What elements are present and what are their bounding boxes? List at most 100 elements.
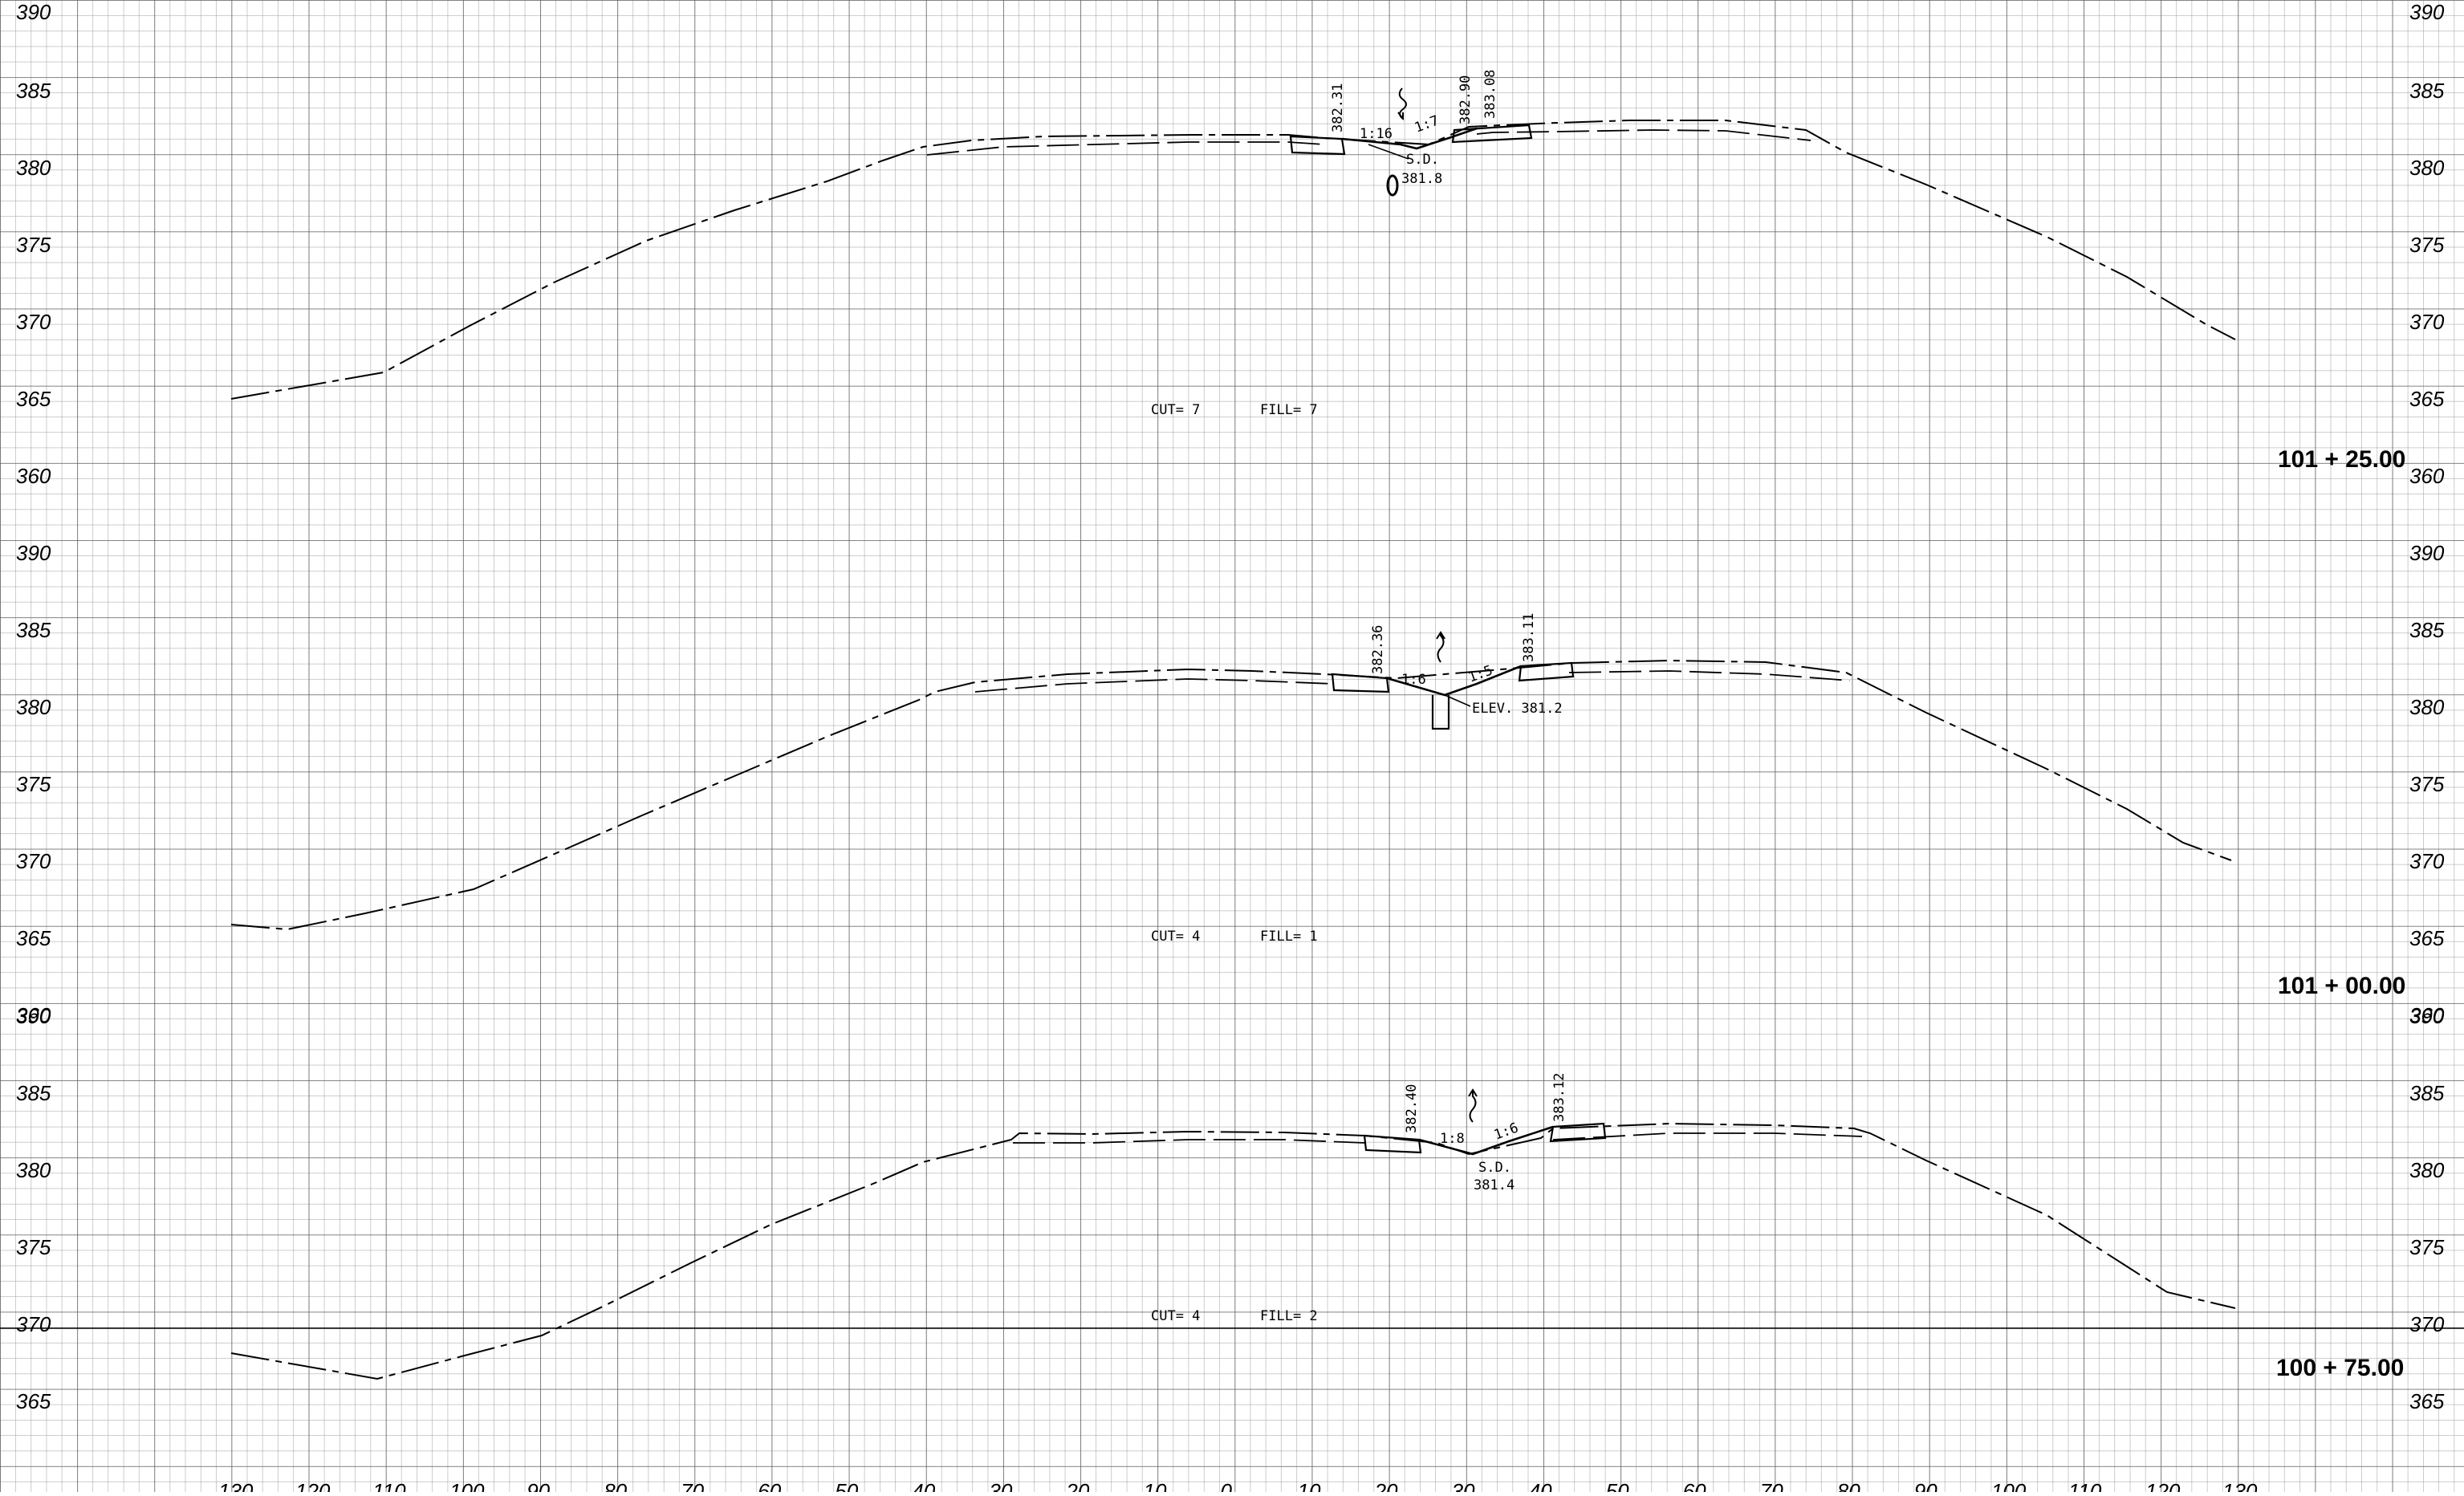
station-label: 100 + 75.00 <box>2276 1355 2404 1381</box>
ditch-line <box>1341 127 1478 150</box>
flow-arrow-icon <box>1397 87 1407 121</box>
elev-label: 360 <box>2409 1003 2445 1027</box>
station-label: 101 + 00.00 <box>2278 973 2405 999</box>
elev-label: 375 <box>2409 772 2445 796</box>
elev-label: 390 <box>2409 0 2445 24</box>
offset-label: 70 <box>1760 1479 1783 1492</box>
elev-label: 380 <box>16 695 51 719</box>
proposed-grade-line <box>1013 1132 1863 1144</box>
annotation-drain-elev: ELEV. 381.2 <box>1472 701 1563 717</box>
offset-label: 130 <box>2222 1479 2258 1492</box>
fill-label: FILL= 2 <box>1260 1308 1318 1324</box>
elev-label: 370 <box>2409 310 2445 334</box>
elev-label: 390 <box>2409 541 2445 565</box>
elev-label: 365 <box>16 387 51 411</box>
offset-label: 20 <box>1374 1479 1398 1492</box>
proposed-grade-line <box>974 670 1851 693</box>
offset-label: 110 <box>372 1479 406 1492</box>
ditch-line <box>1386 665 1522 697</box>
elev-label: 375 <box>2409 1235 2445 1259</box>
panel-3-elevation-labels-right: 390 385 380 375 370 365 <box>2409 1004 2445 1413</box>
curb-right <box>1451 124 1533 144</box>
elev-label: 380 <box>16 1158 51 1182</box>
panel-2-elevation-labels-right: 390 385 380 375 370 365 360 <box>2409 541 2445 1027</box>
elev-label: 375 <box>16 772 51 796</box>
elev-label: 385 <box>2409 618 2445 642</box>
offset-label: 50 <box>835 1479 858 1492</box>
elev-label: 390 <box>2409 1004 2445 1028</box>
elev-label: 360 <box>16 464 51 488</box>
offset-label: 100 <box>1991 1479 2027 1492</box>
offset-label: 30 <box>989 1479 1012 1492</box>
annotation-sd: S.D. <box>1478 1160 1511 1176</box>
elev-label: 370 <box>16 1312 51 1336</box>
offset-label: 120 <box>295 1479 331 1492</box>
panel-3-elevation-labels-left: 390 385 380 375 370 365 <box>16 1004 51 1413</box>
offset-label: 60 <box>758 1479 781 1492</box>
annotation-elevation: 382.40 <box>1404 1084 1420 1133</box>
elev-label: 365 <box>2409 926 2445 950</box>
annotation-slope: 1:16 <box>1360 126 1393 142</box>
elev-label: 390 <box>16 0 51 24</box>
annotation-elevation: 382.90 <box>1458 75 1474 124</box>
elev-label: 360 <box>2409 464 2445 488</box>
annotation-sd-elev: 381.8 <box>1401 171 1442 187</box>
offset-label: 130 <box>218 1479 254 1492</box>
offset-label: 120 <box>2145 1479 2181 1492</box>
elev-label: 365 <box>2409 1389 2445 1413</box>
elev-label: 385 <box>16 618 51 642</box>
annotation-elevation: 382.31 <box>1330 83 1346 132</box>
annotation-slope: 1:6 <box>1401 672 1426 688</box>
annotation-elevation: 382.36 <box>1370 625 1386 674</box>
proposed-grade-line <box>926 129 1811 156</box>
panel-2-elevation-labels-left: 390 385 380 375 370 365 360 <box>16 541 51 1027</box>
elev-label: 375 <box>2409 233 2445 257</box>
elev-label: 380 <box>2409 156 2445 180</box>
elev-label: 370 <box>16 310 51 334</box>
station-label: 101 + 25.00 <box>2278 446 2405 473</box>
elev-label: 380 <box>16 156 51 180</box>
offset-label: 80 <box>1837 1479 1860 1492</box>
offset-label: 10 <box>1144 1479 1167 1492</box>
elev-label: 370 <box>2409 849 2445 873</box>
ditch-line <box>1418 1125 1554 1156</box>
curb-right <box>1549 1122 1607 1143</box>
offset-label: 30 <box>1452 1479 1475 1492</box>
existing-ground-line <box>230 1122 2236 1380</box>
elev-label: 365 <box>2409 387 2445 411</box>
offset-label: 80 <box>604 1479 627 1492</box>
elev-label: 390 <box>16 1004 51 1028</box>
ditch-bottom-line <box>1368 144 1409 160</box>
elev-label: 365 <box>16 1389 51 1413</box>
annotation-slope: 1:8 <box>1440 1131 1465 1147</box>
elev-label: 380 <box>2409 1158 2445 1182</box>
panel-2-cross-section <box>230 631 2232 931</box>
offset-label: 90 <box>1914 1479 1937 1492</box>
offset-label: 40 <box>1529 1479 1552 1492</box>
offset-label: 10 <box>1298 1479 1321 1492</box>
offset-label: 60 <box>1683 1479 1706 1492</box>
panel-3-cross-section <box>0 1088 2464 1380</box>
panel-1-cross-section <box>230 87 2236 400</box>
elev-label: 385 <box>2409 1081 2445 1105</box>
offset-label: 50 <box>1606 1479 1629 1492</box>
elev-label: 385 <box>16 1081 51 1105</box>
drain-pipe <box>1386 174 1399 197</box>
elev-label: 360 <box>16 1003 51 1027</box>
fill-label: FILL= 7 <box>1260 402 1318 418</box>
offset-label: 110 <box>2068 1479 2102 1492</box>
offset-label: 90 <box>527 1479 550 1492</box>
elev-label: 370 <box>2409 1312 2445 1336</box>
elev-label: 380 <box>2409 695 2445 719</box>
elev-label: 390 <box>16 541 51 565</box>
panel-1-elevation-labels-right: 390 385 380 375 370 365 360 <box>2409 0 2445 488</box>
fill-label: FILL= 1 <box>1260 929 1318 945</box>
offset-label: 20 <box>1065 1479 1089 1492</box>
existing-ground-line <box>230 659 2232 931</box>
elev-label: 370 <box>16 849 51 873</box>
curb-left <box>1363 1134 1422 1154</box>
annotation-sd: S.D. <box>1406 152 1439 168</box>
annotation-sd-elev: 381.4 <box>1474 1177 1515 1193</box>
